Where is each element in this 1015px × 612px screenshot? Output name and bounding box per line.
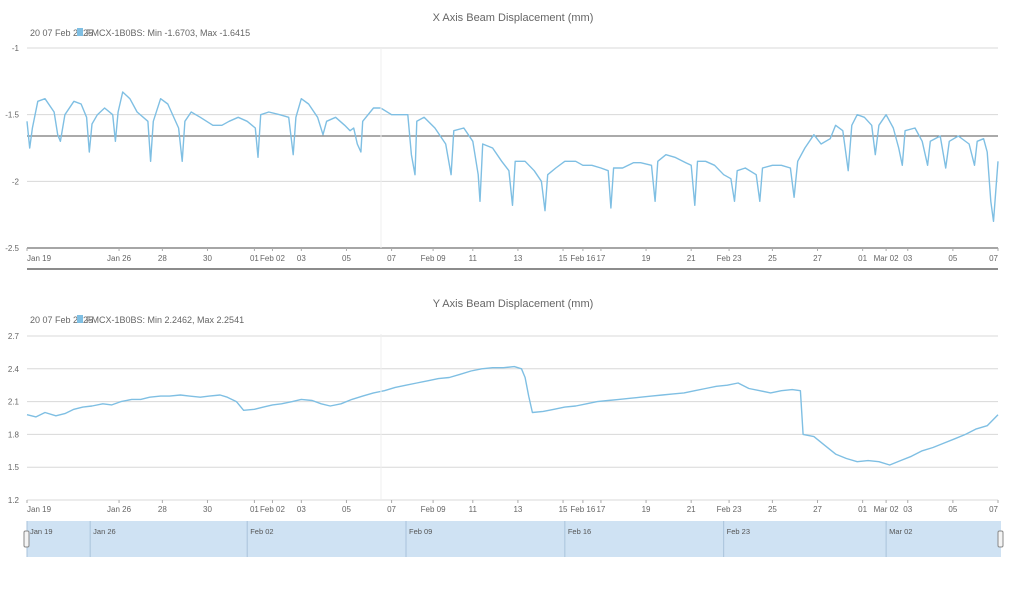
y-legend-swatch bbox=[77, 315, 83, 323]
x-tick-label: 07 bbox=[989, 254, 998, 263]
x-tick-label: Mar 02 bbox=[874, 505, 899, 514]
y-gridlines bbox=[27, 335, 998, 501]
x-tick-label: 25 bbox=[768, 505, 777, 514]
x-tick-label: 30 bbox=[203, 505, 212, 514]
x-tick-label: 27 bbox=[813, 505, 822, 514]
x-tick-label: 07 bbox=[387, 505, 396, 514]
navigator-tick-label: Feb 23 bbox=[727, 527, 750, 536]
x-tick-label: Feb 02 bbox=[260, 505, 285, 514]
x-tick-label: Feb 23 bbox=[717, 254, 742, 263]
y-tick-label: 2.4 bbox=[8, 365, 20, 374]
x-tick-label: 28 bbox=[158, 505, 167, 514]
y-tick-label: -1 bbox=[12, 44, 20, 53]
x-tick-label: 01 bbox=[250, 254, 259, 263]
x-tick-label: Feb 23 bbox=[717, 505, 742, 514]
navigator-right-handle[interactable] bbox=[997, 530, 1004, 548]
x-x-tick-labels: Jan 19 Jan 26 28 30 01 Feb 02 03 05 07 Feb 09 11 13… bbox=[26, 248, 999, 263]
y-legend-label[interactable]: FMCX-1B0BS: Min 2.2462, Max 2.2541 bbox=[86, 315, 244, 325]
x-tick-label: 05 bbox=[948, 254, 957, 263]
navigator-tick-label: Feb 02 bbox=[250, 527, 273, 536]
y-displacement-chart: Y Axis Beam Displacement (mm) 20 07 Feb … bbox=[8, 298, 999, 514]
navigator-tick-label: Feb 16 bbox=[568, 527, 591, 536]
x-legend-date: 20 07 Feb 2025 bbox=[30, 28, 93, 38]
y-tick-label: -2.5 bbox=[5, 244, 19, 253]
x-tick-label: Feb 16 bbox=[570, 254, 595, 263]
x-tick-label: Jan 19 bbox=[27, 505, 52, 514]
y-tick-label: 2.1 bbox=[8, 398, 20, 407]
x-tick-label: 25 bbox=[768, 254, 777, 263]
x-tick-label: 21 bbox=[687, 505, 696, 514]
x-tick-label: Jan 26 bbox=[107, 254, 132, 263]
x-tick-label: 17 bbox=[596, 254, 605, 263]
x-tick-label: 19 bbox=[642, 254, 651, 263]
x-tick-label: 30 bbox=[203, 254, 212, 263]
navigator-tick-label: Jan 26 bbox=[93, 527, 116, 536]
x-tick-label: 03 bbox=[903, 254, 912, 263]
x-legend-swatch bbox=[77, 28, 83, 36]
x-tick-label: 13 bbox=[513, 254, 522, 263]
y-legend-date: 20 07 Feb 2025 bbox=[30, 315, 93, 325]
x-tick-label: Feb 09 bbox=[421, 505, 446, 514]
x-tick-label: Feb 02 bbox=[260, 254, 285, 263]
navigator-tick-label: Jan 19 bbox=[30, 527, 53, 536]
x-tick-label: 05 bbox=[342, 505, 351, 514]
navigator-tick-label: Feb 09 bbox=[409, 527, 432, 536]
y-chart-title: Y Axis Beam Displacement (mm) bbox=[433, 298, 594, 310]
x-tick-label: 19 bbox=[642, 505, 651, 514]
y-tick-label: 1.2 bbox=[8, 496, 20, 505]
x-chart-title: X Axis Beam Displacement (mm) bbox=[433, 12, 594, 24]
y-tick-label: 2.7 bbox=[8, 332, 20, 341]
x-gridlines bbox=[27, 47, 998, 249]
x-tick-label: 15 bbox=[559, 254, 568, 263]
navigator-left-handle[interactable] bbox=[23, 530, 30, 548]
y-series-line[interactable] bbox=[26, 365, 999, 466]
x-tick-label: 15 bbox=[559, 505, 568, 514]
x-y-tick-labels: -1 -1.5 -2 -2.5 bbox=[5, 44, 19, 253]
x-tick-label: 07 bbox=[387, 254, 396, 263]
x-tick-label: Feb 09 bbox=[421, 254, 446, 263]
x-tick-label: 01 bbox=[250, 505, 259, 514]
x-tick-label: 28 bbox=[158, 254, 167, 263]
range-navigator[interactable]: Jan 19 Jan 26 Feb 02 Feb 09 Feb 16 Feb 23 Mar … bbox=[23, 521, 1004, 557]
x-tick-label: 21 bbox=[687, 254, 696, 263]
y-tick-label: -2 bbox=[12, 177, 20, 186]
x-tick-label: 01 bbox=[858, 505, 867, 514]
navigator-selection[interactable] bbox=[27, 521, 1001, 557]
y-tick-label: 1.8 bbox=[8, 430, 20, 439]
x-tick-label: 03 bbox=[297, 505, 306, 514]
y-y-tick-labels: 2.7 2.4 2.1 1.8 1.5 1.2 bbox=[8, 332, 20, 505]
x-tick-label: 07 bbox=[989, 505, 998, 514]
x-displacement-chart: X Axis Beam Displacement (mm) 20 07 Feb … bbox=[5, 12, 999, 270]
x-tick-label: 17 bbox=[596, 505, 605, 514]
x-tick-label: 13 bbox=[513, 505, 522, 514]
x-tick-label: 03 bbox=[903, 505, 912, 514]
navigator-tick-labels: Jan 19 Jan 26 Feb 02 Feb 09 Feb 16 Feb 23 Mar … bbox=[26, 521, 912, 557]
x-tick-label: 11 bbox=[469, 505, 478, 514]
x-legend-label[interactable]: FMCX-1B0BS: Min -1.6703, Max -1.6415 bbox=[86, 28, 250, 38]
x-tick-label: Jan 26 bbox=[107, 505, 132, 514]
x-tick-label: 05 bbox=[948, 505, 957, 514]
y-tick-label: 1.5 bbox=[8, 463, 20, 472]
navigator-tick-label: Mar 02 bbox=[889, 527, 912, 536]
x-tick-label: 27 bbox=[813, 254, 822, 263]
x-tick-label: 05 bbox=[342, 254, 351, 263]
x-tick-label: Feb 16 bbox=[570, 505, 595, 514]
x-tick-label: 01 bbox=[858, 254, 867, 263]
x-tick-label: 11 bbox=[469, 254, 478, 263]
y-x-tick-labels: Jan 19 Jan 26 28 30 01 Feb 02 03 05 07 Feb 09 11 13… bbox=[26, 500, 999, 514]
x-series-line[interactable] bbox=[26, 91, 999, 222]
y-tick-label: -1.5 bbox=[5, 111, 19, 120]
x-tick-label: 03 bbox=[297, 254, 306, 263]
x-tick-label: Mar 02 bbox=[874, 254, 899, 263]
x-tick-label: Jan 19 bbox=[27, 254, 52, 263]
